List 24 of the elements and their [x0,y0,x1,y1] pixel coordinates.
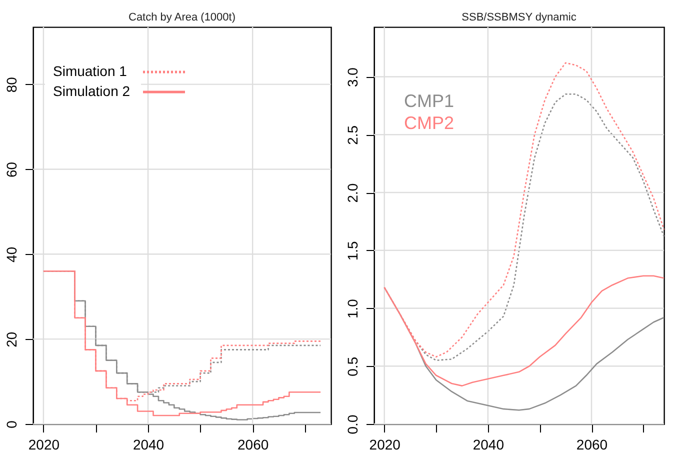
y-tick-label: 60 [4,162,20,178]
y-tick-label: 1.0 [344,298,360,318]
x-tick-label: 2020 [369,436,401,452]
y-tick-label: 0.5 [344,356,360,376]
y-tick-label: 2.0 [344,183,360,203]
x-tick-label: 2060 [576,436,608,452]
y-tick-label: 40 [4,246,20,262]
text: CMP1 [404,91,454,111]
legend-label: Simulation 2 [53,83,130,99]
y-tick-label: 0.0 [344,414,360,434]
x-tick-label: 2060 [238,436,269,452]
y-tick-label: 80 [4,76,20,93]
y-tick-label: 0 [4,420,20,428]
chart-title: SSB/SSBMSY dynamic [462,11,577,24]
x-tick-label: 2020 [28,436,60,452]
y-tick-label: 3.0 [344,67,360,88]
legend-label: Simuation 1 [53,63,128,79]
y-tick-label: 20 [4,332,20,348]
x-tick-label: 2040 [132,436,164,452]
y-tick-label: 2.5 [344,125,360,145]
chart-title: Catch by Area (1000t) [128,11,236,24]
y-tick-label: 1.5 [344,240,360,261]
x-tick-label: 2040 [472,436,504,452]
text: CMP2 [404,113,454,133]
